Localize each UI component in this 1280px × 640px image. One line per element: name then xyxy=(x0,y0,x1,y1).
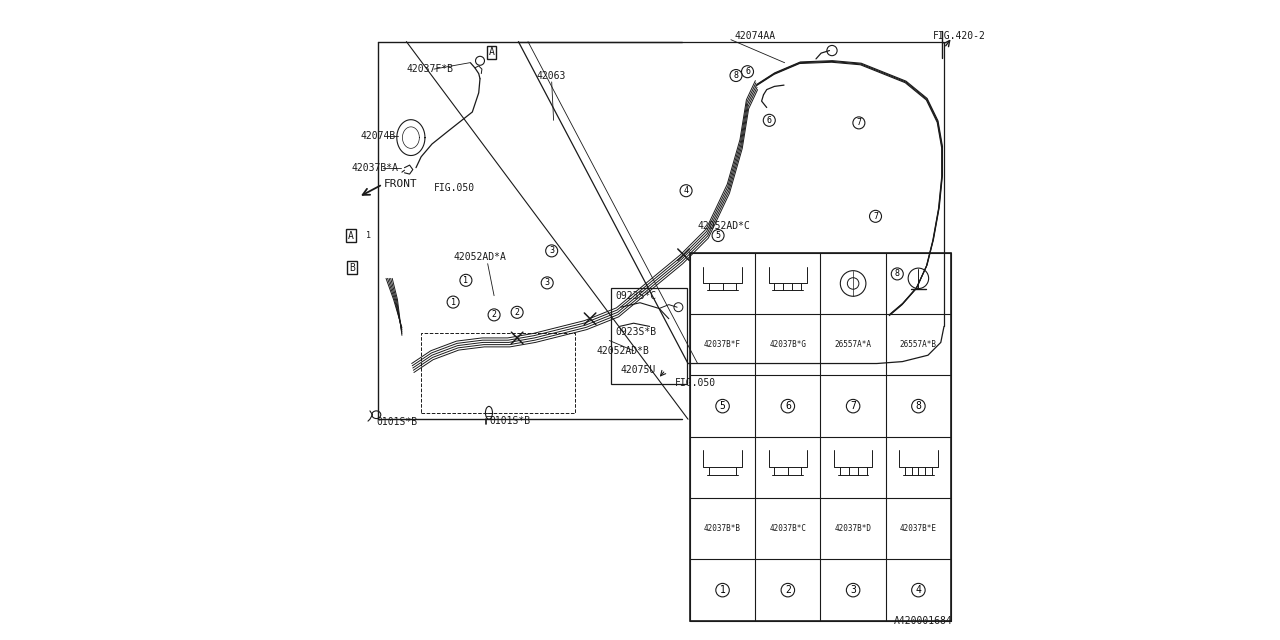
Text: 2: 2 xyxy=(515,308,520,317)
Text: 1: 1 xyxy=(719,585,726,595)
Text: A420001684: A420001684 xyxy=(893,616,952,626)
Text: 4: 4 xyxy=(684,186,689,195)
Bar xyxy=(421,333,575,413)
Text: 1: 1 xyxy=(451,298,456,307)
Text: 42052AD*B: 42052AD*B xyxy=(596,346,649,356)
Text: A: A xyxy=(348,230,353,241)
Text: 8: 8 xyxy=(895,269,900,278)
Text: 4: 4 xyxy=(915,585,922,595)
Text: 6: 6 xyxy=(745,67,750,76)
Text: 5: 5 xyxy=(716,231,721,240)
Text: 1: 1 xyxy=(366,231,371,240)
Text: 26557A*B: 26557A*B xyxy=(900,340,937,349)
Text: 42074B: 42074B xyxy=(361,131,396,141)
Text: 42037B*C: 42037B*C xyxy=(769,524,806,533)
Text: 1: 1 xyxy=(463,276,468,285)
Text: 42052AD*C: 42052AD*C xyxy=(698,221,750,231)
Text: 7: 7 xyxy=(873,212,878,221)
Text: 42075U: 42075U xyxy=(621,365,657,375)
Text: 5: 5 xyxy=(719,401,726,411)
Bar xyxy=(690,253,951,621)
Text: 7: 7 xyxy=(850,401,856,411)
Text: 2: 2 xyxy=(492,310,497,319)
Text: 3: 3 xyxy=(545,278,549,287)
Text: 26557A*A: 26557A*A xyxy=(835,340,872,349)
Text: 0101S*B: 0101S*B xyxy=(376,417,417,428)
Text: 42037B*G: 42037B*G xyxy=(769,340,806,349)
Text: 2: 2 xyxy=(785,585,791,595)
Text: 0101S*B: 0101S*B xyxy=(490,416,531,426)
Text: 42063: 42063 xyxy=(536,70,566,81)
Text: 7: 7 xyxy=(856,118,861,127)
Text: FIG.050: FIG.050 xyxy=(434,182,475,193)
Text: 8: 8 xyxy=(915,401,922,411)
Text: 0923S*B: 0923S*B xyxy=(616,326,657,337)
Text: 3: 3 xyxy=(549,246,554,255)
Bar xyxy=(612,288,687,384)
Text: 8: 8 xyxy=(733,71,739,80)
Text: 6: 6 xyxy=(785,401,791,411)
Text: 42037F*B: 42037F*B xyxy=(407,64,453,74)
Text: FIG.050: FIG.050 xyxy=(676,378,717,388)
Text: 42037B*F: 42037B*F xyxy=(704,340,741,349)
Text: 42037B*B: 42037B*B xyxy=(704,524,741,533)
Text: 3: 3 xyxy=(850,585,856,595)
Text: 42052AD*A: 42052AD*A xyxy=(453,252,506,262)
Text: FIG.420-2: FIG.420-2 xyxy=(933,31,986,42)
Text: 0923S*C: 0923S*C xyxy=(616,291,657,301)
Text: B: B xyxy=(349,262,355,273)
Text: 42037B*D: 42037B*D xyxy=(835,524,872,533)
Text: 42037B*A: 42037B*A xyxy=(352,163,399,173)
Text: 42074AA: 42074AA xyxy=(735,31,776,41)
Text: 42037B*E: 42037B*E xyxy=(900,524,937,533)
Text: 6: 6 xyxy=(767,116,772,125)
Text: FRONT: FRONT xyxy=(384,179,417,189)
Text: A: A xyxy=(489,47,494,58)
